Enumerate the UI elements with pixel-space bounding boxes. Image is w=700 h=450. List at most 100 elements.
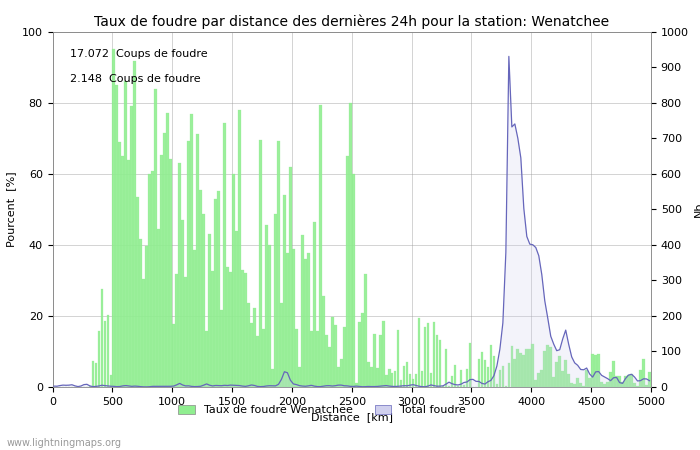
Bar (244, 274, 247, 387)
Bar (232, 174, 235, 387)
Bar (253, 308, 256, 387)
Bar (427, 324, 429, 387)
Bar (481, 352, 483, 387)
Bar (514, 359, 516, 387)
Bar (139, 239, 142, 387)
Bar (463, 385, 466, 387)
Bar (158, 230, 160, 387)
Title: Taux de foudre par distance des dernières 24h pour la station: Wenatchee: Taux de foudre par distance des dernière… (94, 14, 609, 29)
Bar (550, 347, 552, 387)
Bar (268, 245, 271, 387)
Bar (594, 355, 597, 387)
Legend: Taux de foudre Wenatchee, Total foudre: Taux de foudre Wenatchee, Total foudre (174, 400, 470, 420)
Bar (439, 340, 442, 387)
Bar (172, 324, 175, 387)
Bar (543, 351, 546, 387)
Bar (519, 353, 522, 387)
Bar (274, 214, 277, 387)
Bar (508, 363, 510, 387)
Bar (531, 344, 534, 387)
Bar (477, 359, 480, 387)
Bar (406, 362, 409, 387)
Bar (250, 323, 253, 387)
Bar (118, 142, 121, 387)
Bar (493, 356, 495, 387)
Bar (343, 327, 346, 387)
Text: 17.072  Coups de foudre: 17.072 Coups de foudre (71, 50, 208, 59)
X-axis label: Distance  [km]: Distance [km] (311, 412, 393, 422)
Bar (238, 110, 241, 387)
Bar (391, 374, 393, 387)
Bar (624, 376, 627, 387)
Bar (373, 334, 375, 387)
Bar (155, 89, 157, 387)
Bar (355, 383, 358, 387)
Bar (337, 367, 340, 387)
Bar (517, 349, 519, 387)
Bar (522, 356, 525, 387)
Bar (352, 174, 355, 387)
Bar (576, 378, 579, 387)
Bar (331, 317, 334, 387)
Bar (226, 267, 229, 387)
Bar (286, 253, 289, 387)
Bar (295, 329, 298, 387)
Bar (199, 190, 202, 387)
Bar (349, 103, 351, 387)
Bar (385, 375, 388, 387)
Bar (409, 374, 412, 387)
Bar (307, 253, 309, 387)
Bar (612, 360, 615, 387)
Bar (116, 85, 118, 387)
Bar (322, 296, 325, 387)
Bar (568, 374, 570, 387)
Bar (555, 362, 558, 387)
Bar (592, 354, 594, 387)
Bar (127, 160, 130, 387)
Bar (122, 156, 124, 387)
Bar (552, 378, 555, 387)
Bar (188, 141, 190, 387)
Bar (163, 133, 166, 387)
Bar (328, 346, 330, 387)
Bar (618, 376, 621, 387)
Bar (505, 386, 508, 387)
Bar (223, 123, 226, 387)
Bar (630, 374, 633, 387)
Bar (570, 383, 573, 387)
Bar (528, 350, 531, 387)
Bar (325, 335, 328, 387)
Bar (442, 386, 444, 387)
Bar (379, 335, 382, 387)
Bar (283, 195, 286, 387)
Bar (265, 225, 268, 387)
Bar (334, 324, 337, 387)
Bar (588, 378, 591, 387)
Bar (310, 331, 313, 387)
Bar (597, 354, 600, 387)
Bar (510, 346, 513, 387)
Bar (547, 345, 549, 387)
Bar (376, 368, 379, 387)
Bar (606, 382, 609, 387)
Bar (496, 384, 498, 387)
Text: www.lightningmaps.org: www.lightningmaps.org (7, 438, 122, 448)
Bar (346, 156, 349, 387)
Text: 2.148  Coups de foudre: 2.148 Coups de foudre (71, 74, 201, 84)
Bar (175, 274, 178, 387)
Bar (364, 274, 367, 387)
Bar (241, 270, 244, 387)
Bar (402, 366, 405, 387)
Bar (400, 380, 402, 387)
Bar (134, 61, 136, 387)
Bar (292, 249, 295, 387)
Bar (609, 372, 612, 387)
Bar (538, 373, 540, 387)
Bar (388, 369, 391, 387)
Y-axis label: Pourcent  [%]: Pourcent [%] (6, 171, 16, 247)
Bar (196, 134, 199, 387)
Bar (280, 303, 283, 387)
Bar (367, 362, 370, 387)
Bar (142, 279, 145, 387)
Bar (534, 380, 537, 387)
